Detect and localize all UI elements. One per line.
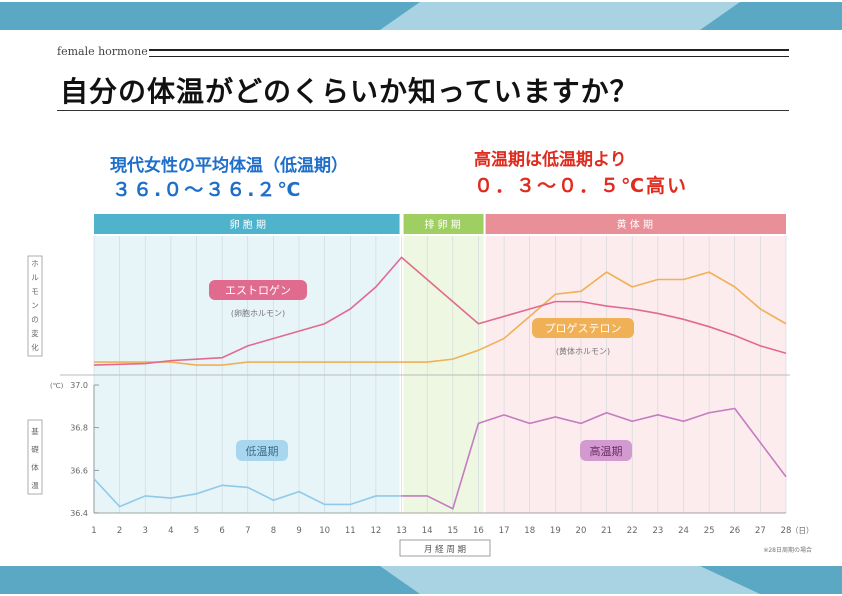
y-tick-label: 36.6 — [70, 466, 88, 475]
high-phase-note-value: ０．３～０．５℃高い — [474, 175, 689, 197]
x-tick-label: 14 — [422, 526, 433, 536]
top-banner-dark-right — [700, 2, 842, 30]
hormone-axis-label: ン — [31, 301, 39, 310]
y-tick-label: 36.8 — [70, 424, 88, 433]
chart-footnote: ※28日周期の場合 — [763, 546, 812, 554]
x-tick-label: 22 — [627, 526, 638, 536]
section-kicker: female hormone — [57, 45, 148, 58]
high-temp-line — [503, 407, 787, 478]
high-temp-label: 高温期 — [590, 444, 623, 458]
top-banner-dark-left — [0, 2, 420, 30]
progesterone-line — [94, 271, 787, 366]
x-tick-label: 26 — [729, 526, 740, 536]
estrogen-line — [93, 256, 787, 366]
x-tick-label: 16 — [473, 526, 484, 536]
hormone-axis-label: 化 — [31, 342, 39, 352]
x-tick-label: 24 — [678, 526, 689, 536]
x-tick-label: 3 — [143, 526, 148, 536]
phase-bar-1 — [94, 214, 400, 234]
bottom-banner-dark-right — [700, 566, 842, 594]
temperature-unit: (℃) — [50, 382, 64, 390]
x-tick-label: 8 — [271, 526, 276, 536]
low-temp-badge — [236, 440, 288, 461]
hormone-axis-label: 変 — [31, 328, 39, 338]
hormone-axis-box — [27, 255, 43, 357]
bottom-banner — [0, 566, 842, 594]
top-banner — [0, 2, 842, 30]
y-tick-label: 37.0 — [70, 381, 88, 390]
x-tick-label: 17 — [499, 526, 510, 536]
low-temp-line — [93, 478, 402, 508]
hormone-axis-label: モ — [31, 287, 39, 296]
progesterone-badge — [532, 318, 634, 338]
title-underline — [57, 110, 789, 111]
estrogen-badge — [209, 280, 307, 300]
hormone-axis-label: の — [31, 315, 39, 324]
low-temp-label: 低温期 — [246, 445, 279, 458]
estrogen-sublabel: (卵胞ホルモン) — [231, 308, 285, 318]
x-tick-label: 28 — [781, 526, 792, 536]
phase-bar-3 — [485, 214, 786, 234]
x-tick-label: 11 — [345, 526, 356, 536]
temperature-axis-label: 体 — [31, 462, 39, 472]
x-tick-label: 19 — [550, 526, 561, 536]
x-tick-label: 12 — [371, 526, 382, 536]
x-tick-label: 18 — [524, 526, 535, 536]
x-unit-label: （日） — [791, 526, 814, 535]
hormone-axis-label: ホ — [31, 259, 39, 268]
page-title: 自分の体温がどのくらいか知っていますか？ — [60, 75, 639, 108]
progesterone-sublabel: (黄体ホルモン) — [556, 346, 610, 356]
bottom-banner-dark-left — [0, 566, 420, 594]
temperature-axis-box — [27, 419, 43, 495]
low-phase-note-label: 現代女性の平均体温（低温期） — [110, 156, 348, 176]
kicker-double-rule — [149, 49, 789, 57]
x-tick-label: 10 — [319, 526, 330, 536]
phase-label-1: 卵 胞 期 — [230, 219, 266, 231]
ovulation-temp-line — [401, 414, 505, 510]
phase-label-3: 黄 体 期 — [617, 218, 653, 231]
x-tick-label: 4 — [168, 526, 173, 536]
x-tick-label: 27 — [755, 526, 766, 536]
x-tick-label: 1 — [91, 526, 96, 536]
x-tick-label: 7 — [245, 526, 250, 536]
hormone-axis-label: ル — [31, 273, 39, 282]
x-tick-label: 9 — [296, 526, 301, 536]
x-tick-label: 21 — [601, 526, 612, 536]
phase-bar-2 — [403, 214, 484, 234]
temperature-axis-label: 礎 — [31, 444, 39, 454]
x-tick-label: 20 — [576, 526, 587, 536]
x-tick-label: 2 — [117, 526, 122, 536]
high-temp-badge — [580, 440, 632, 461]
y-tick-label: 36.4 — [70, 509, 88, 518]
x-tick-label: 15 — [447, 526, 458, 536]
temperature-axis-label: 基 — [31, 426, 39, 436]
x-axis-title: 月 経 周 期 — [424, 544, 466, 555]
x-tick-label: 13 — [396, 526, 407, 536]
phase-label-2: 排 卵 期 — [424, 218, 460, 231]
low-phase-note-value: ３６.０～３６.２℃ — [112, 179, 303, 201]
high-phase-note-label: 高温期は低温期より — [474, 150, 627, 170]
estrogen-label: エストロゲン — [225, 284, 291, 297]
x-tick-label: 6 — [219, 526, 224, 536]
x-axis-title-box — [399, 539, 491, 557]
x-tick-label: 25 — [704, 526, 715, 536]
temperature-axis-label: 温 — [31, 481, 39, 490]
x-tick-label: 23 — [652, 526, 663, 536]
x-tick-label: 5 — [194, 526, 199, 536]
progesterone-label: プロゲステロン — [545, 322, 622, 335]
